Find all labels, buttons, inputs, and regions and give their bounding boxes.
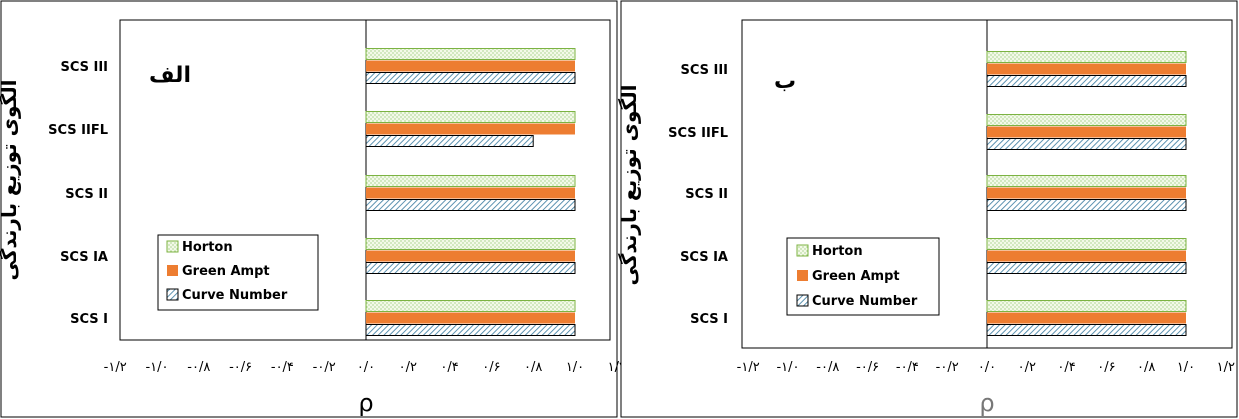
plot-area	[119, 19, 611, 341]
category-labels: SCS I SCS IA SCS II SCS IIFL SCS III	[48, 60, 108, 327]
x-tick-label: -۰/۶	[229, 360, 252, 375]
bar-horton-scs-iifl	[365, 111, 576, 123]
bar-curve-number-scs-ia	[986, 262, 1187, 274]
legend-label-green-ampt: Green Ampt	[812, 269, 900, 284]
bar-curve-number-scs-iii	[365, 72, 576, 84]
category-label: SCS IIFL	[48, 123, 108, 138]
x-tick-label: ۱/۰	[566, 360, 584, 375]
legend-box	[157, 234, 319, 311]
bar-green-ampt-scs-ii	[987, 187, 1186, 199]
bar-horton-scs-i	[365, 300, 576, 312]
x-tick-label: ۰/۸	[1137, 360, 1155, 375]
category-label: SCS II	[685, 187, 728, 202]
bar-horton-scs-ia	[986, 238, 1187, 250]
y-axis-title: الگوی توزیع بارندگی	[617, 85, 641, 286]
legend-box	[786, 237, 940, 316]
bar-green-ampt-scs-i	[987, 312, 1186, 324]
category-label: SCS I	[70, 312, 108, 327]
x-tick-label: -۰/۴	[271, 360, 294, 375]
x-tick-label: ۰/۰	[978, 360, 996, 375]
x-tick-label: ۱/۰	[1177, 360, 1195, 375]
x-tick-label: ۰/۴	[1057, 360, 1075, 375]
bar-green-ampt-scs-ia	[987, 250, 1186, 262]
bar-green-ampt-scs-iii	[987, 63, 1186, 75]
bar-horton-scs-ii	[986, 175, 1187, 187]
bar-green-ampt-scs-iii	[366, 60, 575, 72]
bar-green-ampt-scs-ia	[366, 250, 575, 262]
bar-curve-number-scs-iifl	[986, 138, 1187, 150]
x-tick-label: ۰/۴	[440, 360, 458, 375]
orange-swatch-icon	[797, 270, 808, 281]
bar-curve-number-scs-ia	[365, 262, 576, 274]
dotted-green-swatch-icon	[166, 240, 179, 253]
legend-label-horton: Horton	[812, 244, 863, 259]
x-tick-label: ۰/۶	[1097, 360, 1115, 375]
x-tick-label: ۰/۰	[357, 360, 375, 375]
x-tick-label: ۰/۶	[482, 360, 500, 375]
bar-green-ampt-scs-i	[366, 312, 575, 324]
x-tick-labels: -۱/۲ -۱/۰ -۰/۸ -۰/۶ -۰/۴ -۰/۲ ۰/۰ ۰/۲ ۰/۴ ۰/۶ ۰/۸ ۱…	[737, 360, 1235, 375]
bar-curve-number-scs-ii	[986, 199, 1187, 211]
bar-horton-scs-i	[986, 300, 1187, 312]
category-labels: SCS I SCS IA SCS II SCS IIFL SCS III	[668, 63, 728, 327]
category-label: SCS IA	[680, 250, 728, 265]
x-tick-label: -۰/۲	[936, 360, 959, 375]
x-tick-label: -۰/۸	[816, 360, 839, 375]
category-label: SCS IA	[60, 250, 108, 265]
bar-curve-number-scs-i	[986, 324, 1187, 336]
panel-label: الف	[149, 63, 191, 88]
hatched-blue-swatch-icon	[796, 294, 809, 307]
bar-curve-number-scs-ii	[365, 199, 576, 211]
legend-label-green-ampt: Green Ampt	[182, 264, 270, 279]
bar-green-ampt-scs-iifl	[366, 123, 575, 135]
bar-green-ampt-scs-iifl	[987, 126, 1186, 138]
x-tick-label: -۰/۶	[856, 360, 879, 375]
dotted-green-swatch-icon	[796, 244, 809, 257]
bar-horton-scs-iifl	[986, 114, 1187, 126]
x-tick-label: -۰/۸	[187, 360, 210, 375]
legend: Horton Green Ampt Curve Number	[157, 234, 319, 311]
bar-horton-scs-iii	[986, 51, 1187, 63]
orange-swatch-icon	[167, 265, 178, 276]
x-axis-title: ρ	[979, 389, 994, 417]
x-tick-label: -۱/۲	[104, 360, 127, 375]
bar-curve-number-scs-iifl	[365, 135, 534, 147]
x-tick-label: -۰/۲	[313, 360, 336, 375]
x-tick-label: -۱/۰	[145, 360, 168, 375]
category-label: SCS IIFL	[668, 126, 728, 141]
legend-label-curve-number: Curve Number	[182, 288, 288, 303]
x-tick-label: -۱/۲	[737, 360, 760, 375]
bar-horton-scs-ia	[365, 238, 576, 250]
category-label: SCS II	[65, 187, 108, 202]
category-label: SCS III	[60, 60, 108, 75]
bar-green-ampt-scs-ii	[366, 187, 575, 199]
bar-curve-number-scs-i	[365, 324, 576, 336]
bar-group	[986, 51, 1187, 336]
category-label: SCS III	[680, 63, 728, 78]
x-axis-title: ρ	[358, 389, 373, 417]
panel-label: ب	[774, 69, 796, 94]
hatched-blue-swatch-icon	[166, 288, 179, 301]
legend-label-horton: Horton	[182, 240, 233, 255]
x-tick-label: ۰/۲	[1018, 360, 1036, 375]
bar-horton-scs-iii	[365, 48, 576, 60]
x-tick-label: -۰/۴	[896, 360, 919, 375]
bar-curve-number-scs-iii	[986, 75, 1187, 87]
x-tick-label: ۰/۲	[399, 360, 417, 375]
x-tick-label: -۱/۰	[776, 360, 799, 375]
legend: Horton Green Ampt Curve Number	[786, 237, 940, 316]
x-tick-label: ۰/۸	[524, 360, 542, 375]
legend-label-curve-number: Curve Number	[812, 294, 918, 309]
x-tick-label: ۱/۲	[1217, 360, 1235, 375]
bar-horton-scs-ii	[365, 175, 576, 187]
x-tick-labels: -۱/۲ -۱/۰ -۰/۸ -۰/۶ -۰/۴ -۰/۲ ۰/۰ ۰/۲ ۰/۴ ۰/۶ ۰/۸ ۱…	[104, 360, 626, 375]
category-label: SCS I	[690, 312, 728, 327]
bar-group	[365, 48, 576, 336]
y-axis-title: الگوی توزیع بارندگی	[0, 80, 21, 281]
